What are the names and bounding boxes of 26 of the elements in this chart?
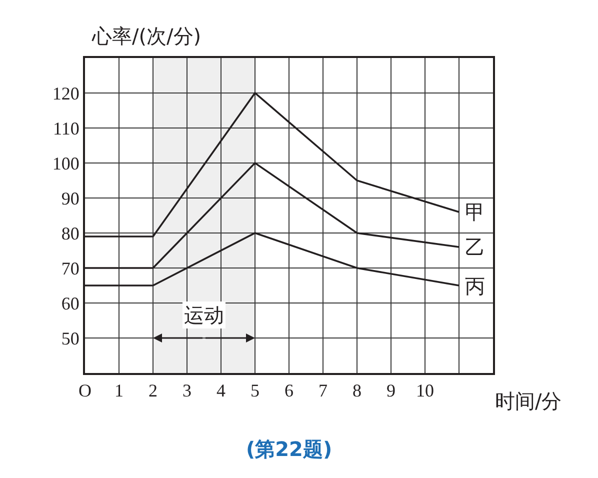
text: (第22题) [246,437,332,461]
y-tick-label: 120 [52,83,80,104]
x-axis-title: 时间/分 [495,389,562,413]
y-tick-label: 60 [61,293,80,314]
y-axis-title: 心率/(次/分) [91,24,202,48]
x-tick-label: 1 [114,380,124,401]
y-tick-label: 50 [61,328,80,348]
series-label: 乙 [465,235,485,259]
x-tick-label: 8 [352,380,362,401]
x-tick-label: 7 [318,380,328,401]
x-tick-label: 2 [148,380,158,401]
x-tick-label: 4 [216,380,226,401]
series-label: 甲 [465,200,485,224]
x-tick-label: 10 [416,380,434,401]
x-tick-label: O [78,380,92,401]
x-tick-label: 6 [284,380,294,401]
y-tick-label: 80 [61,223,80,244]
y-tick-label: 100 [52,153,80,174]
series-label: 丙 [465,274,485,298]
x-tick-label: 3 [182,380,192,401]
band-label: 运动 [184,303,224,327]
y-tick-label: 90 [61,188,80,208]
y-tick-label: 110 [53,118,80,138]
y-tick-label: 70 [61,258,80,278]
x-tick-label: 5 [250,380,260,401]
x-tick-label: 9 [386,380,396,401]
